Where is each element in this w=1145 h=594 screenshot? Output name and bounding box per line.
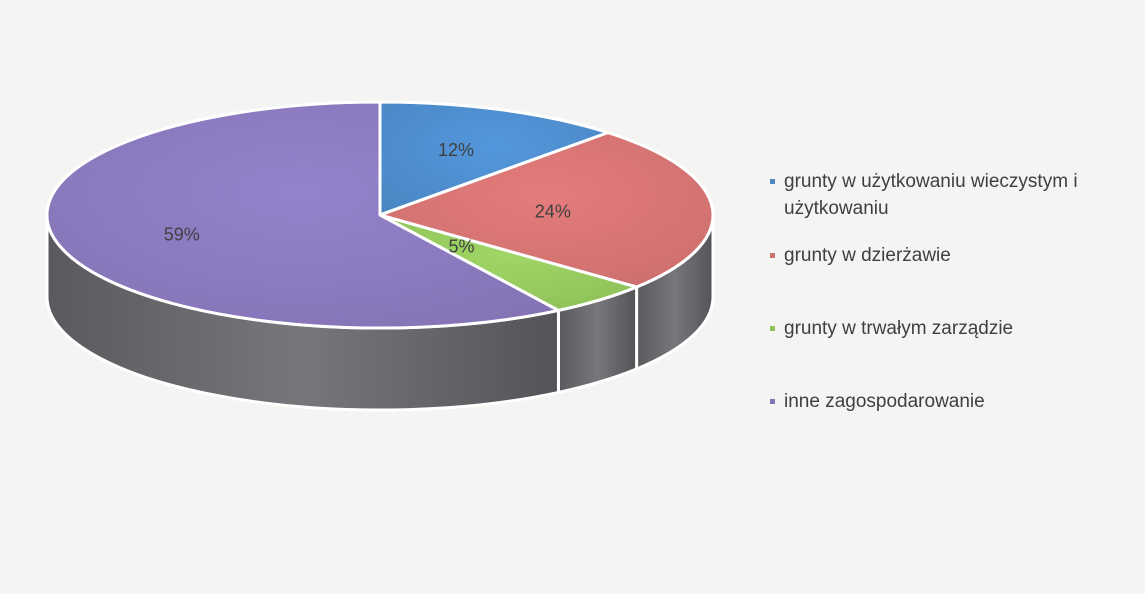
slice-labels: 12% 24% 5% 59%: [164, 140, 571, 257]
legend-label-0: grunty w użytkowaniu wieczystym i użytko…: [784, 171, 1078, 219]
legend-swatch-3: [770, 399, 775, 404]
slice-label-1: 24%: [535, 201, 571, 221]
legend-label-1: grunty w dzierżawie: [784, 245, 951, 266]
legend-item-2: grunty w trwałym zarządzie: [768, 315, 1138, 342]
legend-item-1: grunty w dzierżawie: [768, 242, 1138, 269]
legend-label-2: grunty w trwałym zarządzie: [784, 318, 1014, 339]
legend-label-3: inne zagospodarowanie: [784, 391, 985, 412]
pie-slice-3: [45, 100, 560, 330]
slice-label-0: 12%: [438, 140, 474, 160]
slice-label-2: 5%: [448, 236, 474, 256]
legend-item-3: inne zagospodarowanie: [768, 388, 1138, 415]
pie-slice-0: [378, 100, 610, 217]
legend-item-0: grunty w użytkowaniu wieczystym i użytko…: [768, 168, 1138, 222]
legend-swatch-0: [770, 179, 775, 184]
legend-swatch-2: [770, 326, 775, 331]
legend-swatch-1: [770, 253, 775, 258]
legend: grunty w użytkowaniu wieczystym i użytko…: [768, 168, 1138, 415]
pie-slices: [45, 100, 715, 330]
pie-slice-1: [378, 131, 715, 289]
slice-label-3: 59%: [164, 225, 200, 245]
